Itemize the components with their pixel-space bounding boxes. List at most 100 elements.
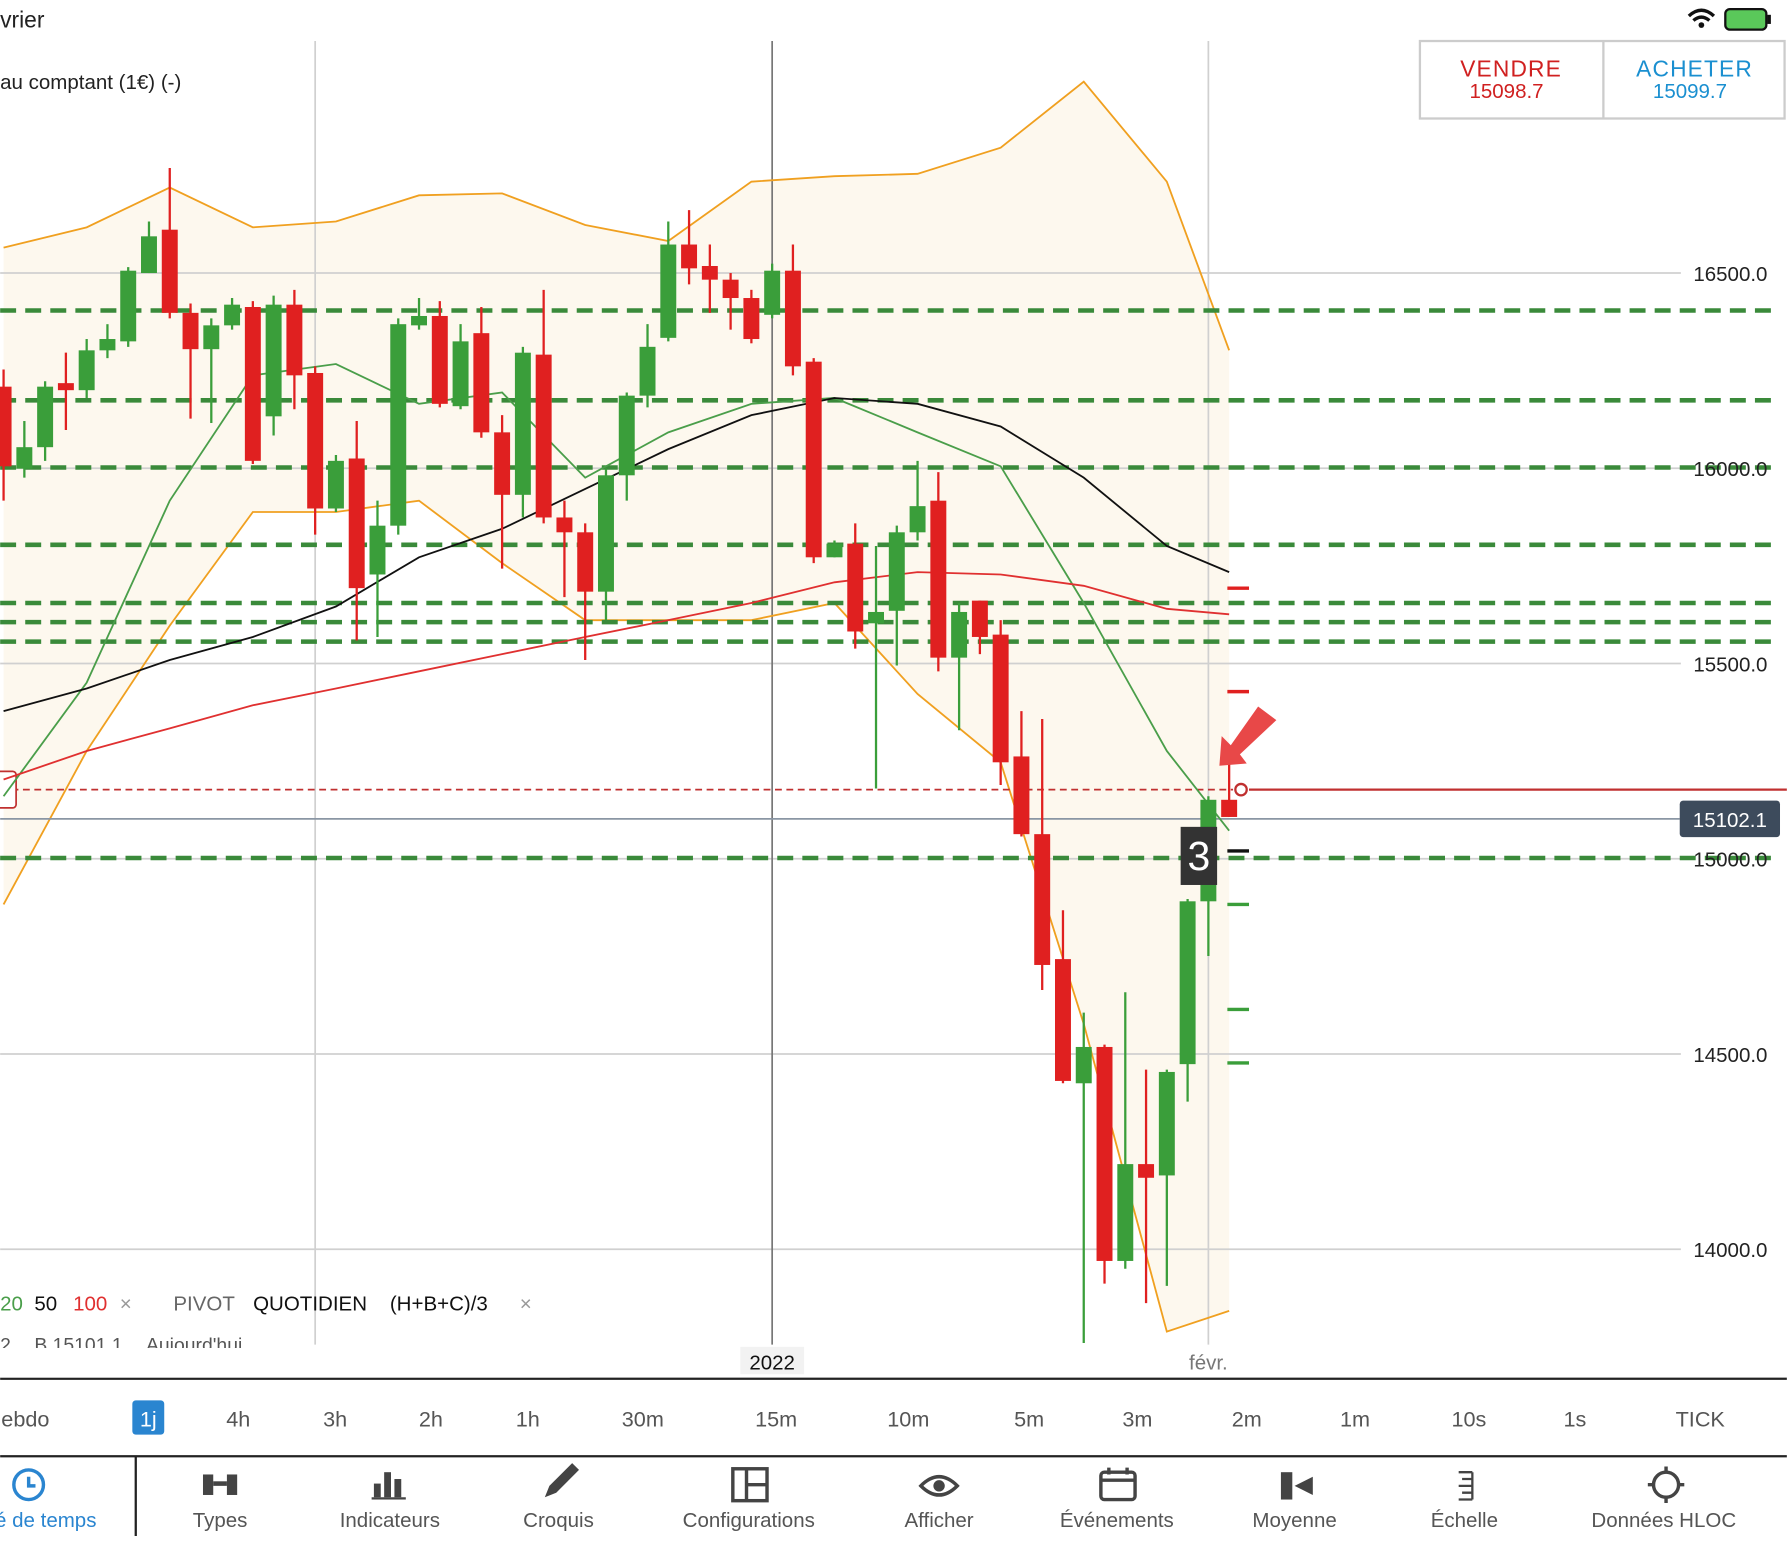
candle-body (265, 304, 282, 417)
candle-body (224, 304, 241, 326)
candle-body (1179, 901, 1196, 1065)
cursor-point (1234, 782, 1248, 797)
candle-body (390, 324, 407, 526)
y-tick-label: 15500.0 (1693, 653, 1767, 676)
timeframe[interactable]: 4h (226, 1407, 250, 1432)
badge: 3 (1187, 833, 1210, 879)
legend-text[interactable]: × (520, 1292, 532, 1315)
candle-body (909, 506, 926, 533)
candle-body (888, 532, 905, 611)
status-icons (1687, 7, 1771, 31)
y-tick-label: 14000.0 (1693, 1239, 1767, 1262)
x-tick-label: 2022 (749, 1352, 795, 1375)
timeframe[interactable]: 1m (1340, 1407, 1370, 1432)
timeframe[interactable]: 10m (887, 1407, 929, 1432)
candle-body (473, 333, 490, 433)
candle-body (847, 543, 864, 632)
sell-label[interactable]: VENDRE (1460, 55, 1562, 81)
toolbar-button[interactable]: Échelle (1431, 1509, 1498, 1532)
toolbar-button[interactable]: Types (193, 1509, 248, 1532)
legend-entry[interactable]: 50 (34, 1292, 57, 1315)
x-label-bg (740, 1346, 805, 1375)
candle-body (618, 395, 635, 476)
toolbar-button[interactable]: Événements (1060, 1509, 1174, 1532)
legend-info: 2 (0, 1334, 11, 1356)
candle-body (203, 325, 220, 350)
candle-body (286, 304, 303, 376)
timeframe[interactable]: 3h (323, 1407, 347, 1432)
toolbar-button[interactable]: Croquis (523, 1509, 594, 1532)
candle-body (452, 341, 469, 407)
legend-entry[interactable]: 20 (0, 1292, 23, 1315)
candle-body (78, 350, 95, 391)
candle-body (1117, 1164, 1134, 1261)
candle-body (1054, 959, 1071, 1081)
candle-body (1013, 756, 1030, 835)
candle-body (182, 312, 199, 350)
candle-body (535, 354, 552, 518)
quote-box (1418, 39, 1786, 120)
candle-body (660, 244, 677, 338)
timeframe[interactable]: 1h (516, 1407, 540, 1432)
candle-body (805, 361, 822, 558)
timeframe[interactable]: 5m (1014, 1407, 1044, 1432)
buy-label[interactable]: ACHETER (1636, 55, 1753, 81)
candle-body (930, 500, 947, 658)
candle-body (307, 372, 324, 509)
candle-body (764, 270, 781, 315)
candle-body (348, 458, 365, 589)
candle-body (369, 525, 386, 575)
candle-body (327, 460, 344, 509)
toolbar-icons (12, 1463, 1685, 1503)
candle-body (598, 475, 614, 592)
toolbar-button[interactable]: Moyenne (1252, 1509, 1336, 1532)
timeframe[interactable]: 15m (755, 1407, 797, 1432)
timeframe[interactable]: 2m (1232, 1407, 1262, 1432)
timeframe[interactable]: 1s (1563, 1407, 1586, 1432)
timeframe[interactable]: TICK (1676, 1407, 1726, 1432)
band-upper (3, 80, 1231, 351)
y-tick-label: 14500.0 (1693, 1044, 1767, 1067)
candle-body (992, 634, 1009, 763)
x-tick-label: févr. (1189, 1352, 1228, 1375)
y-tick-label: 16500.0 (1693, 263, 1767, 286)
candle-body (1034, 834, 1051, 965)
candle-body (494, 432, 511, 495)
legend-entry[interactable]: 100 (73, 1292, 107, 1315)
candle-body (431, 315, 448, 404)
legend-text: (H+B+C)/3 (390, 1292, 488, 1315)
price-tag-label: 15102.1 (1693, 809, 1767, 832)
timeframe[interactable]: 10s (1451, 1407, 1486, 1432)
timeframe[interactable]: 2h (419, 1407, 443, 1432)
badge-bg (1180, 826, 1218, 885)
toolbar-button[interactable]: Données HLOC (1591, 1509, 1736, 1532)
legend-text: PIVOT (173, 1292, 235, 1315)
candle-body (743, 298, 760, 340)
candle-body (868, 611, 884, 624)
legend-text: QUOTIDIEN (253, 1292, 367, 1315)
candle-body (577, 532, 594, 592)
arrow-annotation (1219, 706, 1277, 766)
y-tick-label: 15000.0 (1693, 849, 1767, 872)
candle-body (1138, 1164, 1155, 1178)
buy-price[interactable]: 15099.7 (1653, 80, 1727, 103)
candle-body (971, 600, 988, 637)
toolbar-button[interactable]: é de temps (0, 1509, 96, 1532)
timeframe-selected[interactable] (132, 1400, 165, 1435)
toolbar-button[interactable]: Configurations (683, 1509, 815, 1532)
toolbar-button[interactable]: Afficher (905, 1509, 974, 1532)
plot (0, 41, 1787, 1375)
legend-text[interactable]: × (120, 1292, 132, 1315)
sell-price[interactable]: 15098.7 (1469, 80, 1543, 103)
candle-body (826, 543, 843, 558)
instrument: au comptant (1€) (-) (0, 71, 181, 94)
candle-body (1096, 1046, 1113, 1261)
timeframe[interactable]: 3m (1122, 1407, 1152, 1432)
timeframe[interactable]: lebdo (0, 1407, 49, 1432)
timeframe[interactable]: 1j (140, 1407, 157, 1432)
candle-body (514, 352, 531, 495)
candle-body (701, 266, 718, 280)
timeframe[interactable]: 30m (622, 1407, 664, 1432)
toolbar-button[interactable]: Indicateurs (340, 1509, 440, 1532)
